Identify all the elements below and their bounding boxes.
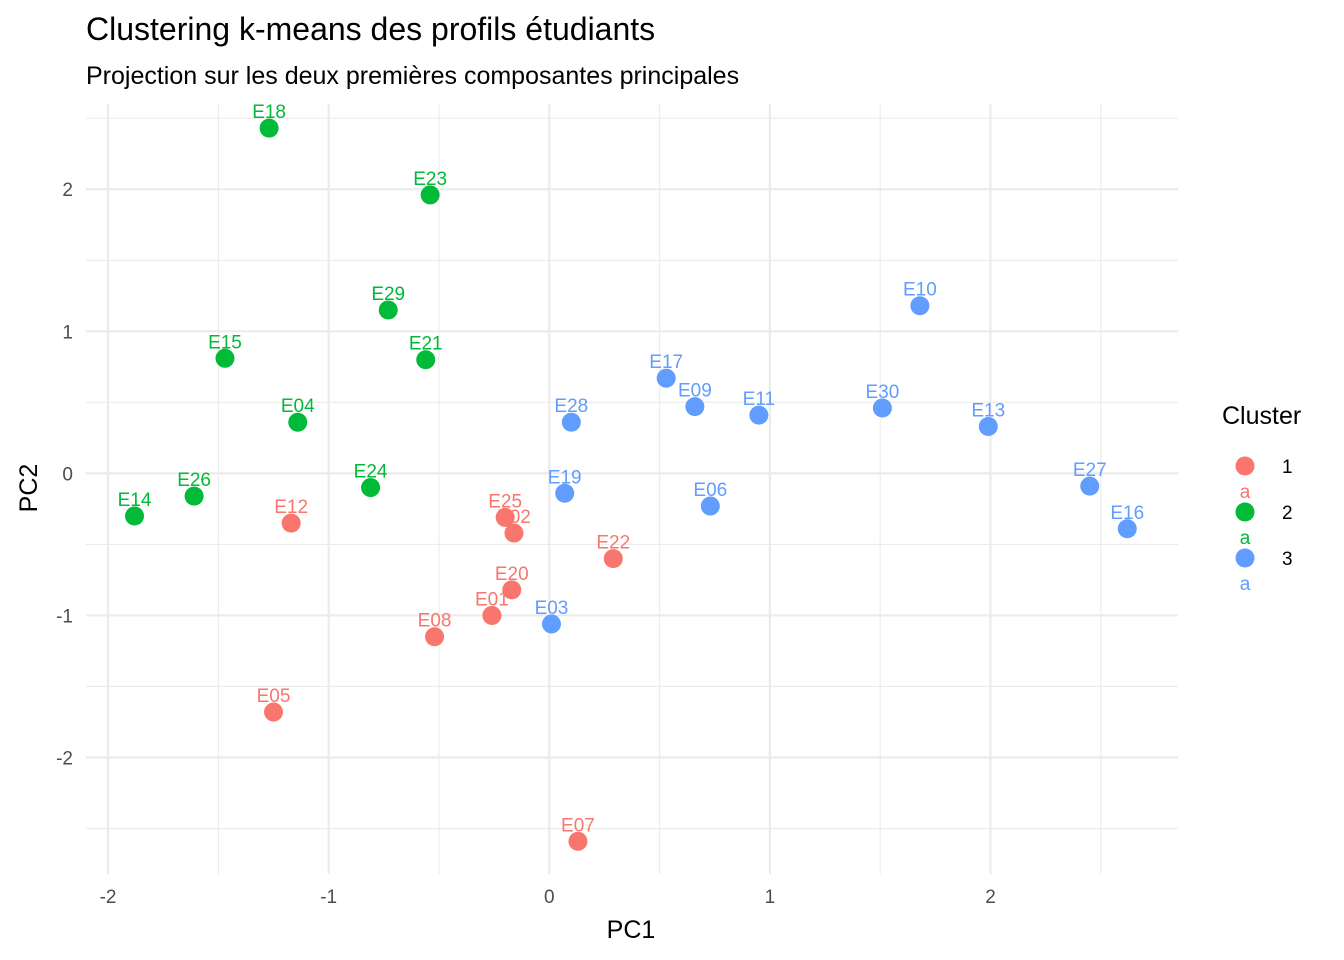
point-label-e19: E19 <box>548 467 582 488</box>
data-point-e24 <box>361 478 381 498</box>
point-label-e13: E13 <box>971 400 1005 421</box>
legend-label-3: 3 <box>1282 549 1293 570</box>
point-label-e25: E25 <box>488 491 522 512</box>
y-tick-label: 2 <box>62 180 73 201</box>
point-label-e15: E15 <box>208 332 242 353</box>
data-points <box>125 118 1137 851</box>
y-tick-label: 1 <box>62 322 73 343</box>
x-tick-label: 1 <box>765 887 776 908</box>
data-point-e04 <box>288 412 308 432</box>
point-labels: E01 E02 E05 E07 E08 E12 E20 E22 E25 E04 E14 E15 E18 E… <box>118 102 1145 836</box>
data-point-e15 <box>215 348 235 368</box>
point-label-e29: E29 <box>371 284 405 305</box>
legend-key-letter: a <box>1240 482 1251 503</box>
grid <box>86 104 1178 874</box>
legend-title: Cluster <box>1222 402 1301 430</box>
point-label-e03: E03 <box>535 598 569 619</box>
chart-title: Clustering k-means des profils étudiants <box>86 11 655 47</box>
data-point-e07 <box>568 831 588 851</box>
legend-label-2: 2 <box>1282 503 1293 524</box>
point-label-e12: E12 <box>274 497 308 518</box>
point-label-e16: E16 <box>1110 503 1144 524</box>
data-point-e22 <box>603 549 623 569</box>
data-point-e19 <box>555 483 575 503</box>
data-point-e18 <box>259 118 279 138</box>
point-label-e01: E01 <box>475 589 509 610</box>
legend-key-1 <box>1235 456 1255 476</box>
point-label-e26: E26 <box>177 470 211 491</box>
data-point-e11 <box>749 405 769 425</box>
point-label-e28: E28 <box>554 396 588 417</box>
data-point-e05 <box>264 702 284 722</box>
data-point-e27 <box>1080 476 1100 496</box>
point-label-e06: E06 <box>693 480 727 501</box>
x-tick-label: 0 <box>544 887 555 908</box>
legend-key-letter: a <box>1240 574 1251 595</box>
data-point-e20 <box>502 580 522 600</box>
data-point-e01 <box>482 605 502 625</box>
data-point-e21 <box>416 350 436 370</box>
data-point-e06 <box>700 496 720 516</box>
point-label-e05: E05 <box>257 686 291 707</box>
data-point-e30 <box>872 398 892 418</box>
x-tick-label: -1 <box>320 887 337 908</box>
x-tick-label: -2 <box>100 887 117 908</box>
legend: Cluster a 1 a 2 a 3 <box>1222 402 1301 595</box>
point-label-e27: E27 <box>1073 460 1107 481</box>
data-point-e12 <box>281 513 301 533</box>
data-point-e14 <box>125 506 145 526</box>
point-label-e24: E24 <box>354 462 388 483</box>
y-tick-label: -1 <box>56 606 73 627</box>
point-label-e02: E02 <box>497 507 531 528</box>
data-point-e26 <box>184 486 204 506</box>
data-point-e25 <box>495 507 515 527</box>
point-label-e18: E18 <box>252 102 286 123</box>
x-tick-label: 2 <box>985 887 996 908</box>
point-label-e11: E11 <box>743 389 775 410</box>
point-label-e22: E22 <box>596 533 630 554</box>
y-axis-title: PC2 <box>15 464 43 513</box>
point-label-e14: E14 <box>118 490 152 511</box>
data-point-e13 <box>978 416 998 436</box>
axis-ticks: -2 -1 0 1 2 -2 -1 0 1 2 <box>56 180 996 908</box>
data-point-e28 <box>561 412 581 432</box>
data-point-e29 <box>378 300 398 320</box>
data-point-e23 <box>420 185 440 205</box>
data-point-e10 <box>910 296 930 316</box>
point-label-e30: E30 <box>865 382 899 403</box>
data-point-e08 <box>425 627 445 647</box>
data-point-e09 <box>685 397 705 417</box>
x-axis-title: PC1 <box>607 916 656 944</box>
chart-subtitle: Projection sur les deux premières compos… <box>86 62 739 90</box>
point-label-e04: E04 <box>281 396 315 417</box>
data-point-e03 <box>541 614 561 634</box>
legend-key-letter: a <box>1240 528 1251 549</box>
y-tick-label: 0 <box>62 464 73 485</box>
legend-label-1: 1 <box>1282 457 1293 478</box>
legend-key-2 <box>1235 502 1255 522</box>
legend-key-3 <box>1235 548 1255 568</box>
point-label-e08: E08 <box>418 611 452 632</box>
point-label-e21: E21 <box>409 334 443 355</box>
point-label-e09: E09 <box>678 381 712 402</box>
point-label-e17: E17 <box>649 352 683 373</box>
data-point-e02 <box>504 523 524 543</box>
data-point-e17 <box>656 368 676 388</box>
y-tick-label: -2 <box>56 749 73 770</box>
data-point-e16 <box>1117 519 1137 539</box>
point-label-e23: E23 <box>413 169 447 190</box>
point-label-e10: E10 <box>903 280 937 301</box>
point-label-e20: E20 <box>495 564 529 585</box>
point-label-e07: E07 <box>561 815 595 836</box>
